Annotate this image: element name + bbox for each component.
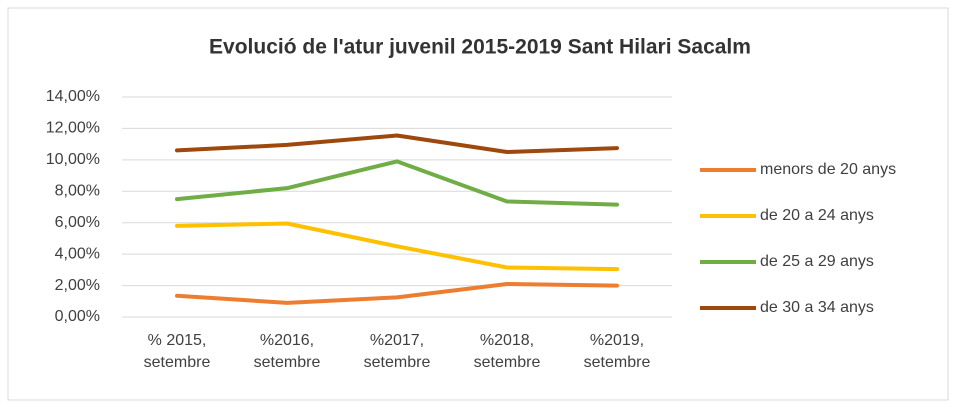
y-tick-label: 8,00% [55, 183, 100, 200]
series-line [175, 221, 619, 272]
x-tick-label: %2017, setembre [363, 332, 431, 371]
legend-label: de 20 a 24 anys [760, 207, 874, 224]
series-line [175, 159, 619, 207]
series-line [175, 133, 619, 154]
legend-label: menors de 20 anys [760, 161, 896, 178]
x-tick-label: % 2015, setembre [143, 332, 211, 371]
y-tick-label: 2,00% [55, 277, 100, 294]
y-tick-label: 0,00% [55, 308, 100, 325]
chart-border [7, 7, 949, 401]
legend-label: de 30 a 34 anys [760, 299, 874, 316]
y-tick-label: 14,00% [46, 88, 100, 105]
legend-label: de 25 a 29 anys [760, 253, 874, 270]
y-tick-label: 4,00% [55, 245, 100, 262]
x-tick-label: %2019, setembre [583, 332, 651, 371]
chart-title: Evolució de l'atur juvenil 2015-2019 San… [209, 36, 751, 59]
y-tick-label: 10,00% [46, 151, 100, 168]
series-line [175, 282, 619, 305]
x-tick-label: %2018, setembre [473, 332, 541, 371]
y-tick-label: 12,00% [46, 120, 100, 137]
y-tick-label: 6,00% [55, 214, 100, 231]
x-tick-label: %2016, setembre [253, 332, 321, 371]
